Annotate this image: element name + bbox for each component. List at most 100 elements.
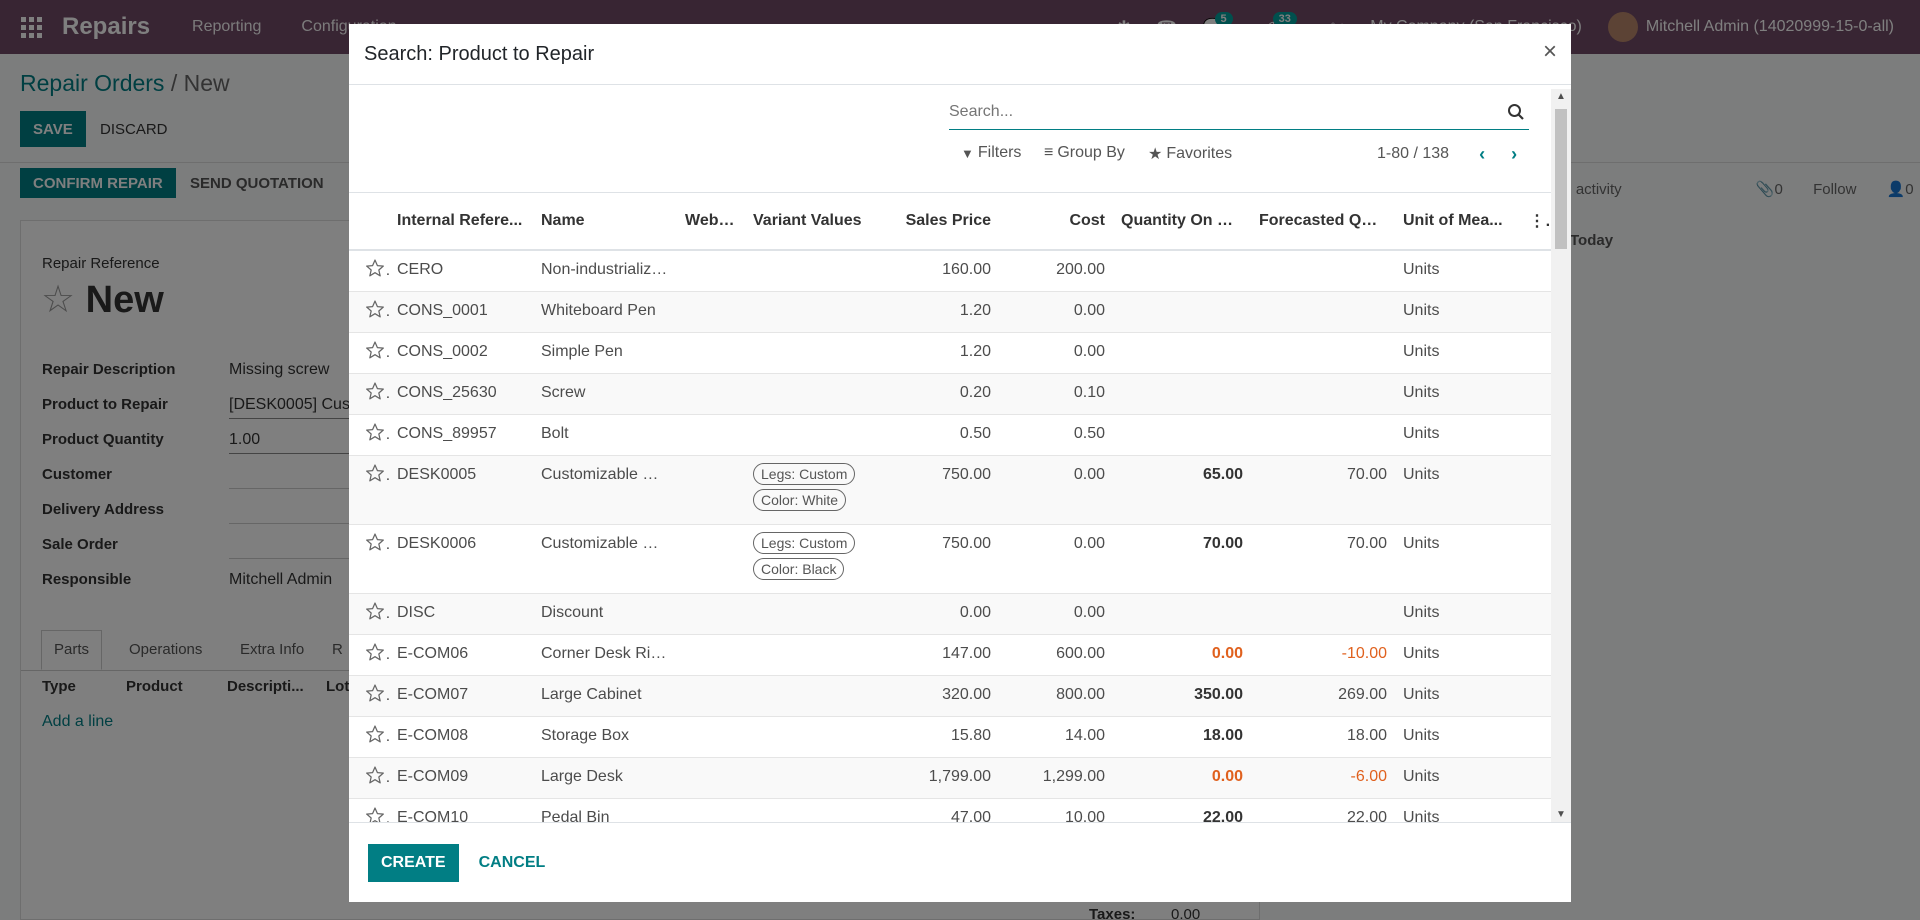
cell-forecasted [1251, 332, 1395, 374]
cell-variants [745, 716, 885, 758]
cell-sales-price: 0.20 [885, 373, 999, 415]
row-star-icon[interactable] [349, 593, 389, 635]
cell-reference: CONS_0001 [389, 291, 533, 333]
table-row[interactable]: E-COM09 Large Desk 1,799.00 1,299.00 0.00 -6.… [349, 757, 1551, 799]
product-list: Internal Refere... Name Website Variant … [349, 192, 1551, 822]
cell-reference: CERO [389, 250, 533, 292]
search-input[interactable] [949, 96, 1489, 128]
cell-forecasted: -10.00 [1251, 634, 1395, 676]
col-sales-price[interactable]: Sales Price [885, 193, 999, 251]
cell-uom: Units [1395, 798, 1521, 822]
table-row[interactable]: CONS_89957 Bolt 0.50 0.50 Units [349, 414, 1551, 456]
cell-website [677, 757, 745, 799]
cell-sales-price: 160.00 [885, 250, 999, 292]
cell-uom: Units [1395, 634, 1521, 676]
cell-variants [745, 798, 885, 822]
cell-cost: 0.00 [999, 593, 1113, 635]
cell-uom: Units [1395, 524, 1521, 594]
cell-name: Customizable De... [533, 455, 677, 525]
cell-spacer [1521, 593, 1551, 635]
filters-label: Filters [977, 144, 1022, 161]
cell-name: Simple Pen [533, 332, 677, 374]
row-star-icon[interactable] [349, 250, 389, 292]
pager: 1-80 / 138 ‹ › [1377, 144, 1527, 164]
close-button[interactable]: × [1542, 38, 1557, 65]
cell-uom: Units [1395, 250, 1521, 292]
cell-uom: Units [1395, 455, 1521, 525]
cell-website [677, 798, 745, 822]
table-row[interactable]: CONS_25630 Screw 0.20 0.10 Units [349, 373, 1551, 415]
cell-reference: DISC [389, 593, 533, 635]
table-row[interactable]: DESK0006 Customizable De... Legs: Custom Co… [349, 524, 1551, 594]
cell-cost: 14.00 [999, 716, 1113, 758]
favorites-toggle[interactable]: ★ Favorites [1148, 144, 1232, 164]
cell-website [677, 250, 745, 292]
row-star-icon[interactable] [349, 332, 389, 374]
cell-name: Discount [533, 593, 677, 635]
row-star-icon[interactable] [349, 634, 389, 676]
table-row[interactable]: CONS_0002 Simple Pen 1.20 0.00 Units [349, 332, 1551, 374]
cell-forecasted: 22.00 [1251, 798, 1395, 822]
col-quantity-on-hand[interactable]: Quantity On Ha... [1113, 193, 1251, 251]
row-star-icon[interactable] [349, 373, 389, 415]
create-button[interactable]: CREATE [368, 843, 459, 882]
scroll-up-icon[interactable]: ▲ [1556, 91, 1566, 102]
row-star-icon[interactable] [349, 716, 389, 758]
table-row[interactable]: CERO Non-industrialize... 160.00 200.00 Unit… [349, 250, 1551, 292]
column-options-icon[interactable]: ⋮ [1521, 193, 1551, 251]
col-name[interactable]: Name [533, 193, 677, 251]
row-star-icon[interactable] [349, 291, 389, 333]
col-cost[interactable]: Cost [999, 193, 1113, 251]
row-star-icon[interactable] [349, 675, 389, 717]
table-row[interactable]: DESK0005 Customizable De... Legs: Custom Co… [349, 455, 1551, 525]
cell-variants [745, 675, 885, 717]
cell-spacer [1521, 634, 1551, 676]
table-row[interactable]: E-COM06 Corner Desk Rig... 147.00 600.00 0.0… [349, 634, 1551, 676]
row-star-icon[interactable] [349, 455, 389, 525]
cell-reference: DESK0006 [389, 524, 533, 594]
table-row[interactable]: E-COM10 Pedal Bin 47.00 10.00 22.00 22.00 Unit… [349, 798, 1551, 822]
group-by-toggle[interactable]: ≡ Group By [1044, 144, 1125, 162]
cell-uom: Units [1395, 332, 1521, 374]
cell-forecasted: 269.00 [1251, 675, 1395, 717]
pager-next-icon[interactable]: › [1511, 143, 1518, 164]
col-variant-values[interactable]: Variant Values [745, 193, 885, 251]
col-unit-of-measure[interactable]: Unit of Mea... [1395, 193, 1521, 251]
row-star-icon[interactable] [349, 757, 389, 799]
favorites-label: Favorites [1166, 145, 1233, 162]
row-star-icon[interactable] [349, 524, 389, 594]
col-website[interactable]: Website [677, 193, 745, 251]
cancel-button[interactable]: CANCEL [469, 845, 556, 881]
variant-tag: Color: White [753, 488, 847, 511]
filter-icon: ▼ [961, 145, 974, 161]
scroll-thumb[interactable] [1555, 109, 1567, 249]
modal-header: Search: Product to Repair × [349, 24, 1571, 85]
cell-reference: E-COM08 [389, 716, 533, 758]
cell-website [677, 593, 745, 635]
search-icon[interactable] [1507, 103, 1525, 121]
pager-previous-icon[interactable]: ‹ [1479, 143, 1486, 164]
list-scrollbar[interactable]: ▲ ▼ [1551, 89, 1571, 822]
table-row[interactable]: E-COM07 Large Cabinet 320.00 800.00 350.00 26… [349, 675, 1551, 717]
filters-toggle[interactable]: ▼ Filters [961, 144, 1021, 162]
cell-uom: Units [1395, 675, 1521, 717]
col-forecasted-quantity[interactable]: Forecasted Qua... [1251, 193, 1395, 251]
cell-sales-price: 147.00 [885, 634, 999, 676]
cell-sales-price: 0.50 [885, 414, 999, 456]
pager-value[interactable]: 1-80 / 138 [1377, 145, 1450, 162]
col-internal-reference[interactable]: Internal Refere... [389, 193, 533, 251]
cell-cost: 0.00 [999, 524, 1113, 594]
scroll-down-icon[interactable]: ▼ [1556, 809, 1566, 820]
table-row[interactable]: CONS_0001 Whiteboard Pen 1.20 0.00 Units [349, 291, 1551, 333]
cell-reference: E-COM07 [389, 675, 533, 717]
table-row[interactable]: DISC Discount 0.00 0.00 Units [349, 593, 1551, 635]
row-star-icon[interactable] [349, 798, 389, 822]
row-star-icon[interactable] [349, 414, 389, 456]
cell-uom: Units [1395, 716, 1521, 758]
table-row[interactable]: E-COM08 Storage Box 15.80 14.00 18.00 18.00 Un… [349, 716, 1551, 758]
cell-name: Large Desk [533, 757, 677, 799]
cell-cost: 1,299.00 [999, 757, 1113, 799]
cell-sales-price: 1,799.00 [885, 757, 999, 799]
cell-reference: E-COM06 [389, 634, 533, 676]
cell-reference: E-COM09 [389, 757, 533, 799]
